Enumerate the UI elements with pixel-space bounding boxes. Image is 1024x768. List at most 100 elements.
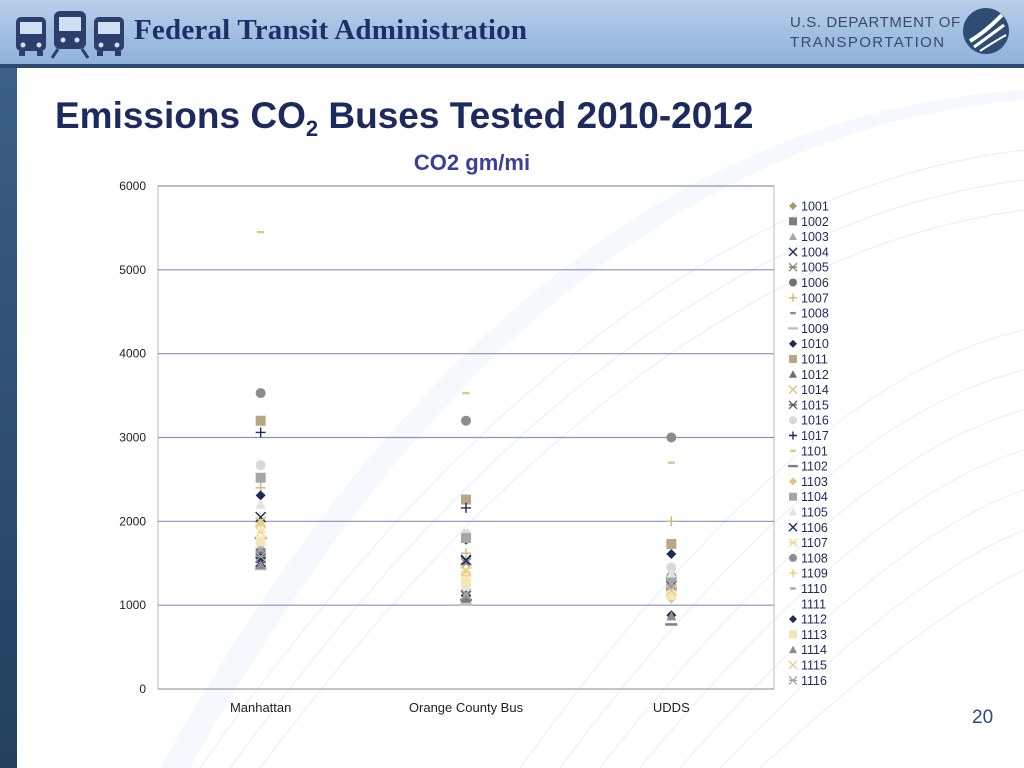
legend-marker	[789, 278, 797, 287]
data-point-1108	[461, 415, 471, 426]
data-point-1115	[255, 515, 267, 527]
data-point-1011	[461, 494, 471, 505]
data-point-1116	[255, 551, 267, 563]
legend-item: 1003	[789, 230, 829, 244]
legend-marker	[789, 431, 797, 440]
data-point-1011	[666, 538, 677, 549]
legend-marker	[788, 522, 798, 532]
header-divider	[0, 64, 1024, 68]
legend-label: 1014	[801, 383, 829, 397]
legend-marker	[789, 645, 797, 654]
legend-item: 1014	[788, 383, 829, 397]
legend-item: 1017	[789, 429, 829, 443]
legend-label: 1017	[801, 429, 829, 443]
data-point-1101	[667, 461, 675, 464]
data-point-1105	[255, 499, 266, 509]
legend-item: 1104	[789, 490, 828, 504]
chart-title: CO2 gm/mi	[414, 150, 530, 175]
x-tick-label: Orange County Bus	[409, 700, 524, 715]
legend-item: 1111	[801, 597, 826, 611]
left-accent-bar	[0, 68, 17, 768]
bus-icon	[16, 17, 46, 56]
data-point-1105	[666, 568, 677, 578]
legend-marker	[788, 247, 798, 257]
data-point-1010	[255, 490, 266, 501]
legend-marker	[788, 262, 798, 272]
x-tick-label: Manhattan	[230, 700, 291, 715]
legend-label: 1012	[801, 368, 829, 382]
legend-item: 1005	[788, 261, 829, 275]
legend-item: 1110	[790, 582, 827, 596]
legend-item: 1011	[789, 353, 828, 367]
data-point-1102	[665, 623, 678, 626]
legend-label: 1105	[801, 506, 828, 520]
legend-label: 1016	[801, 414, 829, 428]
legend-label: 1115	[801, 659, 827, 673]
data-point-1104	[666, 575, 677, 586]
legend-label: 1009	[801, 322, 829, 336]
data-point-1115	[460, 564, 472, 576]
data-point-1104	[461, 533, 471, 544]
legend-marker	[788, 385, 798, 395]
data-point-1007	[666, 516, 677, 527]
data-point-1009	[460, 603, 472, 606]
data-point-1107	[255, 526, 267, 538]
data-point-1113	[461, 577, 471, 588]
legend-marker	[789, 339, 797, 348]
legend-label: 1004	[801, 245, 829, 259]
legend-item: 1108	[789, 551, 828, 565]
legend-marker	[788, 660, 798, 670]
legend-marker	[789, 630, 797, 639]
legend-marker	[789, 202, 797, 210]
train-icon	[50, 11, 90, 59]
y-tick-label: 5000	[119, 263, 146, 277]
legend-label: 1005	[801, 261, 829, 275]
legend-label: 1102	[801, 460, 828, 474]
data-point-1007	[461, 548, 471, 559]
legend-item: 1115	[788, 659, 827, 673]
data-point-1010	[666, 549, 677, 560]
legend-item: 1102	[788, 460, 828, 474]
data-point-1017	[461, 502, 471, 513]
legend-label: 1011	[801, 353, 828, 367]
data-point-1116	[460, 588, 472, 600]
legend-marker	[788, 400, 798, 410]
legend-marker	[789, 370, 797, 378]
legend-item: 1106	[788, 521, 828, 535]
legend-label: 1003	[801, 230, 829, 244]
data-point-1113	[666, 590, 677, 601]
legend-item: 1109	[789, 567, 828, 581]
legend-item: 1016	[789, 414, 829, 428]
legend-label: 1111	[801, 597, 826, 611]
legend-item: 1112	[789, 613, 827, 627]
legend-label: 1010	[801, 337, 829, 351]
legend-item: 1015	[788, 398, 829, 412]
legend-item: 1010	[789, 337, 829, 351]
legend-marker	[790, 587, 796, 590]
legend-item: 1007	[789, 291, 829, 305]
data-point-1011	[255, 415, 266, 426]
dot-name-line1: U.S. DEPARTMENT OF	[790, 14, 961, 31]
legend-marker	[788, 327, 798, 330]
legend-label: 1113	[801, 628, 827, 642]
legend-marker	[788, 675, 798, 685]
legend-marker	[788, 538, 798, 548]
legend-item: 1012	[789, 368, 829, 382]
y-tick-label: 1000	[119, 598, 146, 612]
legend-label: 1008	[801, 307, 829, 321]
legend-label: 1101	[801, 444, 828, 458]
data-point-1101	[257, 230, 265, 234]
slide-title: Emissions CO2 Buses Tested 2010-2012	[55, 95, 754, 141]
data-point-1110	[667, 587, 675, 590]
legend-marker	[789, 508, 797, 516]
page-number: 20	[972, 707, 994, 728]
title-subscript: 2	[305, 116, 319, 141]
x-tick-label: UDDS	[653, 700, 690, 715]
legend-label: 1006	[801, 276, 829, 290]
legend-label: 1107	[801, 536, 828, 550]
legend-item: 1113	[789, 628, 827, 642]
data-point-1108	[666, 432, 677, 443]
y-tick-label: 2000	[119, 514, 146, 528]
legend-marker	[789, 416, 797, 425]
